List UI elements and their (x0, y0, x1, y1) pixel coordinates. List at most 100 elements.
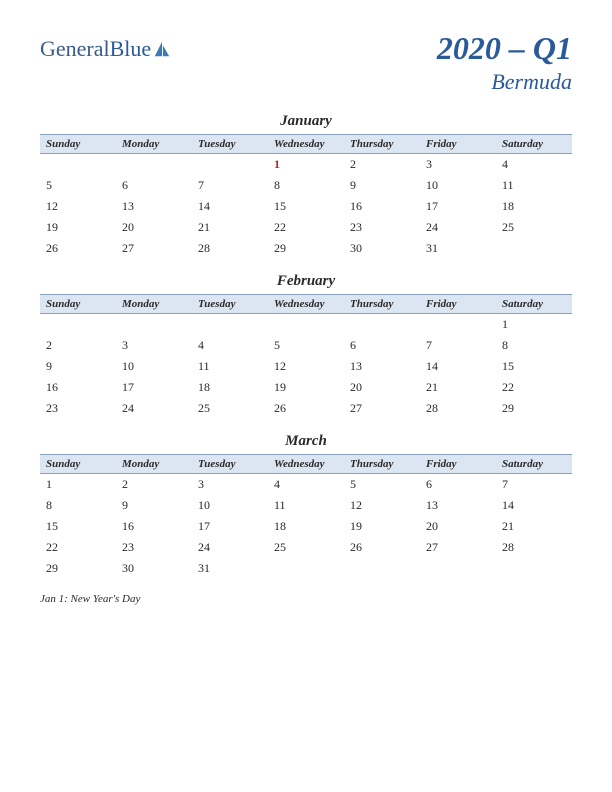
calendar-cell: 29 (268, 238, 344, 259)
calendar-cell: 8 (496, 335, 572, 356)
calendar-cell: 27 (344, 398, 420, 419)
calendar-cell: 11 (192, 356, 268, 377)
calendar-cell: 26 (268, 398, 344, 419)
day-header: Tuesday (192, 455, 268, 474)
calendar-cell: 2 (344, 154, 420, 176)
calendar-row: 9101112131415 (40, 356, 572, 377)
calendar-cell (40, 314, 116, 336)
calendar-cell: 12 (40, 196, 116, 217)
month-block: February SundayMondayTuesdayWednesdayThur… (40, 273, 572, 419)
calendar-cell: 28 (420, 398, 496, 419)
calendar-row: 262728293031 (40, 238, 572, 259)
calendar-cell: 24 (116, 398, 192, 419)
calendar-cell: 6 (344, 335, 420, 356)
calendar-cell: 15 (40, 516, 116, 537)
day-header: Tuesday (192, 135, 268, 154)
day-header: Saturday (496, 135, 572, 154)
calendar-cell: 19 (268, 377, 344, 398)
calendar-cell: 3 (116, 335, 192, 356)
calendar-cell: 7 (420, 335, 496, 356)
month-block: JanuarySundayMondayTuesdayWednesdayThurs… (40, 113, 572, 259)
calendar-cell (344, 314, 420, 336)
calendar-cell: 11 (496, 175, 572, 196)
calendar-cell: 20 (344, 377, 420, 398)
calendar-cell: 5 (40, 175, 116, 196)
calendar-cell: 29 (496, 398, 572, 419)
months-container: JanuarySundayMondayTuesdayWednesdayThurs… (40, 113, 572, 579)
calendar-cell: 18 (192, 377, 268, 398)
calendar-row: 22232425262728 (40, 537, 572, 558)
calendar-table: SundayMondayTuesdayWednesdayThursdayFrid… (40, 134, 572, 259)
calendar-cell: 21 (496, 516, 572, 537)
calendar-cell: 17 (192, 516, 268, 537)
day-header: Sunday (40, 135, 116, 154)
calendar-cell (344, 558, 420, 579)
region-title: Bermuda (437, 69, 572, 95)
logo-sail-icon (153, 40, 171, 58)
calendar-cell (116, 314, 192, 336)
calendar-row: 891011121314 (40, 495, 572, 516)
calendar-cell: 25 (496, 217, 572, 238)
calendar-cell: 27 (420, 537, 496, 558)
calendar-cell: 18 (268, 516, 344, 537)
day-header: Wednesday (268, 295, 344, 314)
calendar-cell: 12 (344, 495, 420, 516)
calendar-cell: 3 (420, 154, 496, 176)
month-name: February (40, 273, 572, 290)
calendar-cell: 31 (420, 238, 496, 259)
calendar-cell: 24 (420, 217, 496, 238)
header: GeneralBlue 2020 – Q1 Bermuda (40, 30, 572, 95)
title-block: 2020 – Q1 Bermuda (437, 30, 572, 95)
calendar-cell: 30 (116, 558, 192, 579)
calendar-cell: 26 (40, 238, 116, 259)
day-header: Wednesday (268, 135, 344, 154)
calendar-cell (420, 558, 496, 579)
calendar-cell: 22 (268, 217, 344, 238)
calendar-cell: 13 (420, 495, 496, 516)
calendar-cell: 14 (496, 495, 572, 516)
calendar-row: 19202122232425 (40, 217, 572, 238)
calendar-cell: 23 (116, 537, 192, 558)
calendar-cell: 10 (116, 356, 192, 377)
day-header: Monday (116, 135, 192, 154)
calendar-cell (116, 154, 192, 176)
day-header: Friday (420, 295, 496, 314)
calendar-row: 12131415161718 (40, 196, 572, 217)
calendar-row: 567891011 (40, 175, 572, 196)
calendar-row: 293031 (40, 558, 572, 579)
calendar-cell: 19 (344, 516, 420, 537)
calendar-cell: 28 (192, 238, 268, 259)
calendar-cell (268, 558, 344, 579)
calendar-cell: 15 (496, 356, 572, 377)
day-header: Thursday (344, 455, 420, 474)
calendar-cell: 5 (344, 474, 420, 496)
calendar-cell: 22 (40, 537, 116, 558)
logo-text-blue: Blue (110, 36, 152, 62)
calendar-cell: 11 (268, 495, 344, 516)
calendar-table: SundayMondayTuesdayWednesdayThursdayFrid… (40, 454, 572, 579)
calendar-cell: 1 (268, 154, 344, 176)
day-header: Monday (116, 295, 192, 314)
calendar-cell (40, 154, 116, 176)
calendar-cell (420, 314, 496, 336)
day-header: Saturday (496, 455, 572, 474)
calendar-cell: 6 (116, 175, 192, 196)
calendar-cell: 14 (420, 356, 496, 377)
calendar-cell: 16 (40, 377, 116, 398)
calendar-cell (192, 314, 268, 336)
calendar-cell: 15 (268, 196, 344, 217)
calendar-cell: 5 (268, 335, 344, 356)
calendar-row: 16171819202122 (40, 377, 572, 398)
calendar-cell: 26 (344, 537, 420, 558)
calendar-cell: 8 (40, 495, 116, 516)
calendar-cell: 9 (40, 356, 116, 377)
calendar-cell: 10 (420, 175, 496, 196)
calendar-cell: 4 (268, 474, 344, 496)
calendar-cell: 27 (116, 238, 192, 259)
month-name: March (40, 433, 572, 450)
calendar-cell: 16 (344, 196, 420, 217)
calendar-cell: 21 (192, 217, 268, 238)
month-block: March SundayMondayTuesdayWednesdayThursda… (40, 433, 572, 579)
calendar-cell: 1 (40, 474, 116, 496)
calendar-table: SundayMondayTuesdayWednesdayThursdayFrid… (40, 294, 572, 419)
